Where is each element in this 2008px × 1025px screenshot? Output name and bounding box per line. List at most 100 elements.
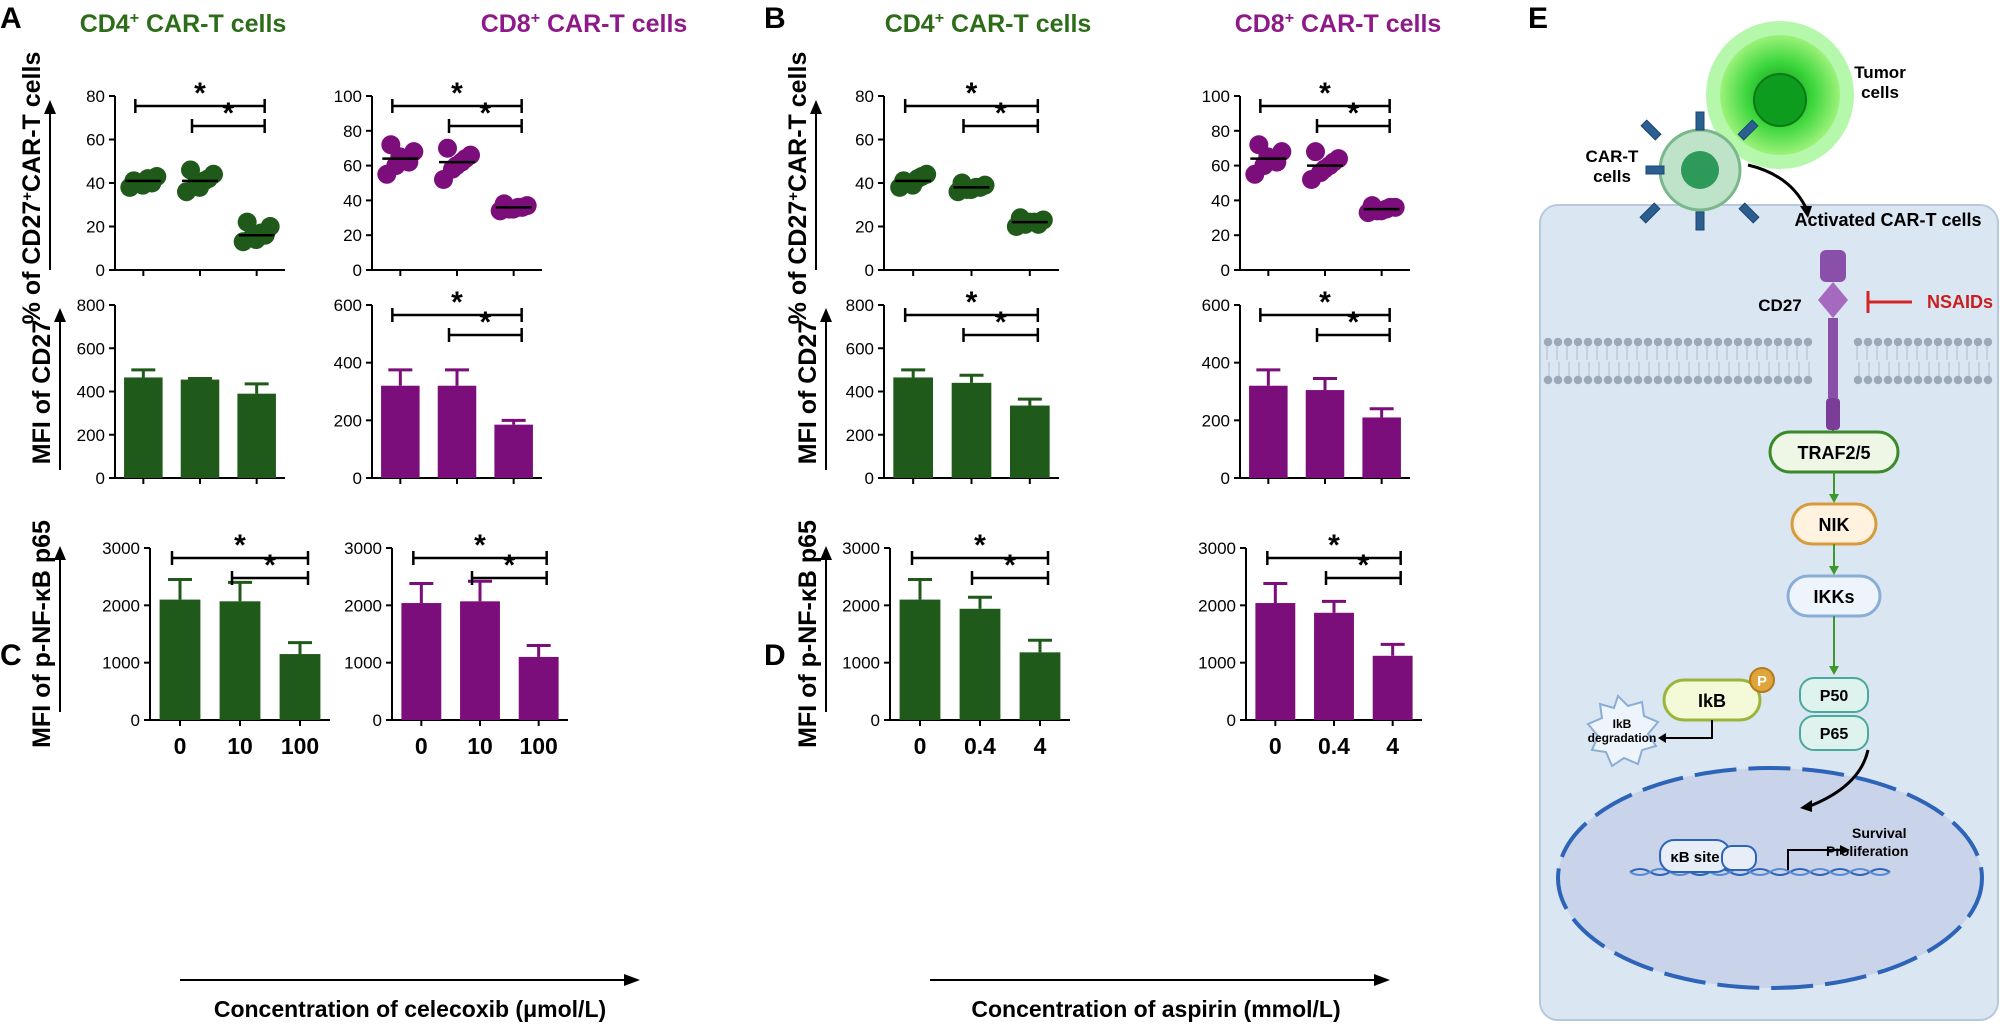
- chart-a-cd8-pct: 0 20 40 60 80 100 * *: [334, 77, 542, 280]
- nsaids-label: NSAIDs: [1927, 292, 1993, 312]
- y-tick-label: 80: [855, 87, 874, 106]
- bar: [437, 385, 477, 478]
- chart-d-cd8-p65: 0 1000 2000 3000 0 0.4 4 * *: [1198, 529, 1422, 759]
- panel-letter-a: A: [0, 2, 22, 35]
- y-tick-label: 3000: [842, 539, 880, 558]
- sig-star: *: [1347, 306, 1359, 339]
- y-tick-label: 600: [846, 339, 874, 358]
- x-tick-label: 10: [467, 733, 493, 759]
- chart-d-cd4-p65: 0 1000 2000 3000 0 0.4 4 * *: [842, 529, 1070, 759]
- p50-node: [1799, 677, 1869, 713]
- y-tick-label: 3000: [102, 539, 140, 558]
- kb-site-label: κB site: [1670, 849, 1719, 866]
- x-axis-celecoxib: Concentration of celecoxib (μmol/L): [180, 974, 640, 1022]
- chart-b-cd4-pct: 0 20 40 60 80 * *: [855, 77, 1059, 280]
- sig-star: *: [974, 529, 986, 562]
- y-tick-label: 0: [131, 711, 140, 730]
- x-tick-label: 0.4: [964, 733, 996, 759]
- sig-star: *: [1328, 529, 1340, 562]
- sig-star: *: [222, 97, 234, 130]
- degradation-burst: [1586, 694, 1660, 768]
- x-tick-label: 0.4: [1318, 733, 1350, 759]
- ylabel-c-row3: MFI of p-NF-κB p65: [28, 520, 66, 748]
- tumor-nucleus: [1753, 73, 1807, 127]
- y-tick-label: 20: [855, 218, 874, 237]
- x-tick-label: 4: [1034, 733, 1047, 759]
- y-tick-label: 40: [855, 174, 874, 193]
- svg-text:MFI of p-NF-κB p65: MFI of p-NF-κB p65: [794, 520, 822, 748]
- ikks-label: IKKs: [1813, 587, 1854, 607]
- bar: [1255, 603, 1296, 720]
- y-tick-label: 2000: [842, 596, 880, 615]
- svg-text:% of CD27+CAR-T cells: % of CD27+CAR-T cells: [18, 52, 46, 325]
- sig-star: *: [474, 529, 486, 562]
- bar: [1362, 417, 1401, 478]
- chart-b-cd8-mfi: 0 200 400 600 * *: [1202, 286, 1410, 488]
- ylabel-a-row2: MFI of CD27: [28, 308, 66, 470]
- sig-star: *: [451, 286, 463, 319]
- bar: [124, 377, 163, 478]
- svg-text:MFI of CD27: MFI of CD27: [28, 320, 56, 464]
- chart-a-cd4-mfi: 0 200 400 600 800: [77, 296, 285, 488]
- sig-star: *: [995, 306, 1007, 339]
- pathway-diagram: Tumor cells CAR-T cells Activated CAR-T ce…: [1539, 21, 1999, 1021]
- cart-label: CAR-T cells: [1586, 147, 1639, 186]
- data-point: [1380, 197, 1400, 217]
- col-title-a-cd8: CD8+ CAR-T cells: [481, 10, 688, 38]
- col-title-b-cd8: CD8+ CAR-T cells: [1235, 10, 1442, 38]
- y-tick-label: 0: [96, 261, 105, 280]
- y-tick-label: 0: [353, 469, 362, 488]
- nik-label: NIK: [1819, 515, 1850, 535]
- bar: [893, 377, 933, 478]
- y-tick-label: 100: [334, 87, 362, 106]
- y-tick-label: 1000: [344, 654, 382, 673]
- sig-star: *: [1319, 77, 1331, 110]
- bar: [279, 654, 321, 720]
- sig-star: *: [451, 77, 463, 110]
- data-point: [438, 138, 457, 158]
- data-point: [1267, 152, 1287, 172]
- x-tick-label: 100: [281, 733, 319, 759]
- y-tick-label: 200: [77, 426, 105, 445]
- sig-star: *: [234, 529, 246, 562]
- y-tick-label: 200: [846, 426, 874, 445]
- sig-star: *: [503, 549, 515, 582]
- y-tick-label: 60: [855, 131, 874, 150]
- y-tick-label: 40: [1211, 191, 1230, 210]
- x-tick-label: 0: [174, 733, 187, 759]
- x-tick-label: 100: [519, 733, 557, 759]
- chart-a-cd4-pct: 0 20 40 60 80 * *: [86, 77, 285, 280]
- x-axis-aspirin: Concentration of aspirin (mmol/L): [930, 974, 1390, 1022]
- panel-letter-d: D: [764, 639, 786, 672]
- bar: [237, 393, 276, 478]
- y-tick-label: 3000: [1198, 539, 1236, 558]
- y-tick-label: 20: [1211, 226, 1230, 245]
- y-tick-label: 60: [343, 157, 362, 176]
- y-tick-label: 0: [1227, 711, 1236, 730]
- y-tick-label: 0: [1221, 261, 1230, 280]
- data-point: [181, 160, 200, 180]
- sig-star: *: [966, 286, 978, 319]
- sig-star: *: [479, 97, 491, 130]
- y-tick-label: 0: [871, 711, 880, 730]
- svg-text:IkB: IkB: [1613, 717, 1632, 731]
- y-tick-label: 600: [334, 296, 362, 315]
- sig-star: *: [1004, 549, 1016, 582]
- y-tick-label: 0: [353, 261, 362, 280]
- y-tick-label: 2000: [1198, 596, 1236, 615]
- bar: [959, 608, 1001, 720]
- bar: [1019, 652, 1061, 720]
- bar: [219, 601, 261, 720]
- tumor-label: Tumor cells: [1854, 63, 1906, 102]
- bar: [159, 599, 201, 720]
- car-t-cell: [1639, 111, 1760, 231]
- bar: [899, 599, 941, 720]
- y-tick-label: 0: [373, 711, 382, 730]
- data-point: [199, 169, 218, 189]
- sig-star: *: [264, 549, 276, 582]
- phospho-badge: [1749, 667, 1775, 693]
- bar: [180, 379, 220, 478]
- y-tick-label: 800: [846, 296, 874, 315]
